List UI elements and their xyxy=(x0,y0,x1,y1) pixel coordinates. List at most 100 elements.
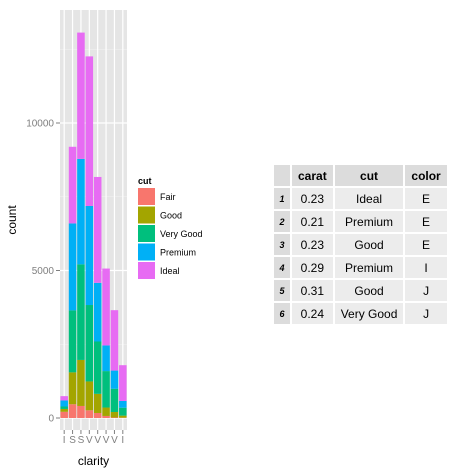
cell-cut: Premium xyxy=(334,257,404,278)
x-tick-label: V xyxy=(103,435,110,446)
cell-cut: Premium xyxy=(334,211,404,232)
bar-segment xyxy=(110,417,119,418)
bar-segment xyxy=(93,341,102,394)
row-name: 1 xyxy=(274,188,290,209)
legend-title: cut xyxy=(138,176,152,186)
x-tick-label: V xyxy=(111,435,118,446)
bar-segment xyxy=(110,370,119,389)
bar-segment xyxy=(110,388,119,413)
cell-carat: 0.21 xyxy=(292,211,333,232)
legend: cut Fair Good Very Good Premium Ideal xyxy=(138,176,203,279)
cell-color: E xyxy=(405,234,447,255)
bar-segment xyxy=(102,415,110,418)
data-table: carat cut color 1 0.23 Ideal E 2 0.21 Pr… xyxy=(272,163,449,326)
cell-color: E xyxy=(405,188,447,209)
x-tick-label: V xyxy=(94,435,101,446)
bar-segment xyxy=(85,381,94,411)
cell-color: J xyxy=(405,280,447,301)
legend-label: Fair xyxy=(160,192,176,202)
bar-segment xyxy=(85,56,94,206)
row-name: 4 xyxy=(274,257,290,278)
table-row: 2 0.21 Premium E xyxy=(274,211,447,232)
bar-segment xyxy=(77,32,85,159)
bar-segment xyxy=(102,345,110,372)
bar-segment xyxy=(77,264,85,360)
legend-key xyxy=(138,206,155,224)
bar-segment xyxy=(60,406,68,409)
bar-segment xyxy=(93,393,102,413)
legend-key xyxy=(138,243,155,261)
legend-key xyxy=(138,225,155,242)
bar-segment xyxy=(77,359,85,406)
cell-color: J xyxy=(405,303,447,324)
cell-color: E xyxy=(405,211,447,232)
bar-segment xyxy=(119,400,127,408)
cell-color: I xyxy=(405,257,447,278)
y-tick-label: 10000 xyxy=(26,119,54,130)
x-tick-label: S xyxy=(69,435,76,446)
bar-segment xyxy=(119,415,127,418)
row-name: 3 xyxy=(274,234,290,255)
bar-segment xyxy=(60,408,68,412)
bar-segment xyxy=(68,146,77,224)
table-row: 6 0.24 Very Good J xyxy=(274,303,447,324)
x-tick-label: V xyxy=(86,435,93,446)
bar-segment xyxy=(85,410,94,418)
y-axis: 0 5000 10000 xyxy=(26,119,60,425)
bar-segment xyxy=(93,412,102,418)
row-name: 2 xyxy=(274,211,290,232)
bar-segment xyxy=(93,282,102,342)
bar-segment xyxy=(119,365,127,401)
bar-segment xyxy=(68,223,77,311)
table-corner-cell xyxy=(274,165,290,186)
bar-segment xyxy=(85,305,94,382)
legend-label: Premium xyxy=(160,248,196,258)
row-name: 5 xyxy=(274,280,290,301)
bar-segment xyxy=(85,205,94,306)
legend-label: Good xyxy=(160,211,182,221)
bar-segment xyxy=(60,396,68,401)
bar-segment xyxy=(119,407,127,416)
table-row: 1 0.23 Ideal E xyxy=(274,188,447,209)
bar-segment xyxy=(102,371,110,408)
table-row: 4 0.29 Premium I xyxy=(274,257,447,278)
bar-segment xyxy=(102,268,110,346)
bar-segment xyxy=(60,411,68,418)
column-header-carat: carat xyxy=(292,165,333,186)
cell-carat: 0.23 xyxy=(292,188,333,209)
row-name: 6 xyxy=(274,303,290,324)
cell-carat: 0.23 xyxy=(292,234,333,255)
bar-segment xyxy=(93,176,102,283)
cell-cut: Good xyxy=(334,280,404,301)
bar-segment xyxy=(102,407,110,416)
bar-segment xyxy=(110,310,119,371)
table-row: 5 0.31 Good J xyxy=(274,280,447,301)
cell-cut: Good xyxy=(334,234,404,255)
y-axis-title: count xyxy=(5,205,19,235)
cell-carat: 0.24 xyxy=(292,303,333,324)
x-tick-label: I xyxy=(121,435,124,446)
bar-segment xyxy=(68,404,77,418)
x-tick-label: I xyxy=(63,435,66,446)
legend-label: Very Good xyxy=(160,229,203,239)
table-header-row: carat cut color xyxy=(274,165,447,186)
x-axis-title: clarity xyxy=(78,454,109,468)
bar-segment xyxy=(68,372,77,405)
legend-label: Ideal xyxy=(160,266,180,276)
y-tick-label: 0 xyxy=(48,414,54,425)
legend-key xyxy=(138,262,155,279)
legend-key xyxy=(138,188,155,205)
cell-cut: Ideal xyxy=(334,188,404,209)
cell-carat: 0.29 xyxy=(292,257,333,278)
bars xyxy=(60,32,127,418)
bar-segment xyxy=(77,158,85,265)
bar-segment xyxy=(110,412,119,418)
bar-segment xyxy=(68,310,77,373)
cell-cut: Very Good xyxy=(334,303,404,324)
bar-segment xyxy=(77,405,85,418)
column-header-color: color xyxy=(405,165,447,186)
y-tick-label: 5000 xyxy=(32,266,55,277)
table-row: 3 0.23 Good E xyxy=(274,234,447,255)
